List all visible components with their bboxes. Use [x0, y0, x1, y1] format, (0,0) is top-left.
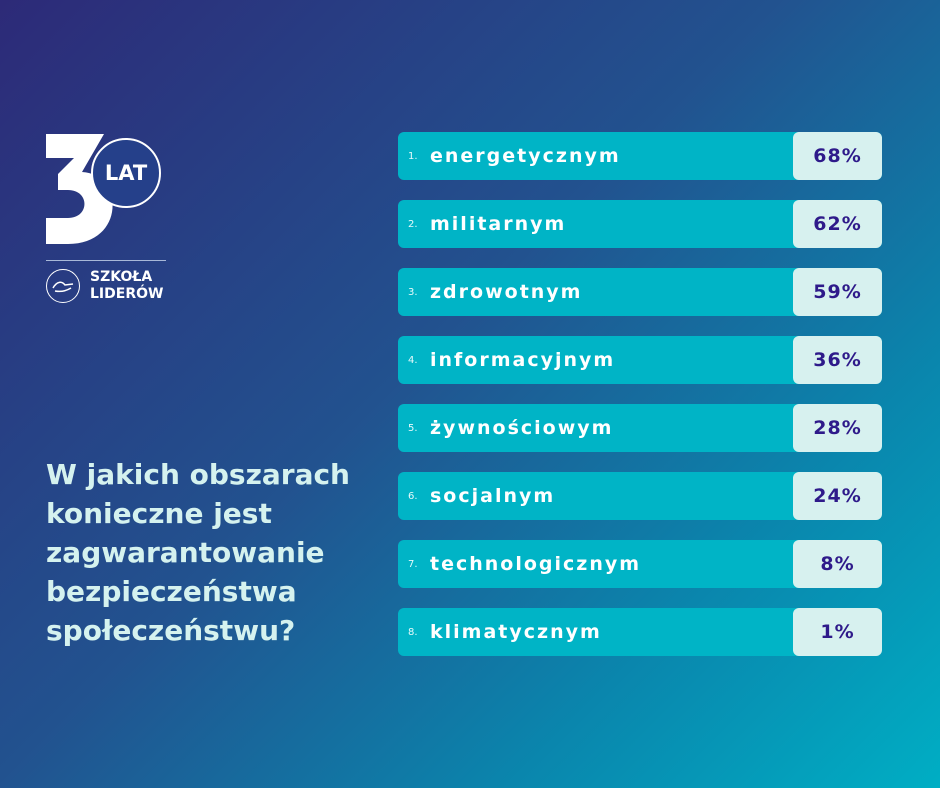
rank-number: 1.	[408, 150, 418, 162]
ranking-row: 6. socjalnym 24%	[398, 472, 882, 520]
hands-emblem-icon	[46, 269, 80, 303]
logo-30-lat: LAT SZKOŁA LIDERÓW	[46, 132, 171, 312]
percent-value: 68%	[793, 132, 882, 180]
ranking-row: 8. klimatycznym 1%	[398, 608, 882, 656]
category-label: technologicznym	[430, 553, 642, 575]
school-line-2: LIDERÓW	[90, 286, 164, 302]
ranking-row: 7. technologicznym 8%	[398, 540, 882, 588]
logo-badge: LAT	[91, 138, 161, 208]
ranking-row: 4. informacyjnym 36%	[398, 336, 882, 384]
rank-number: 4.	[408, 354, 418, 366]
rank-number: 3.	[408, 286, 418, 298]
school-name: SZKOŁA LIDERÓW	[46, 269, 163, 303]
rank-number: 7.	[408, 558, 418, 570]
category-label: informacyjnym	[430, 349, 616, 371]
category-label: żywnościowym	[430, 417, 614, 439]
school-line-1: SZKOŁA	[90, 269, 153, 285]
logo-divider	[46, 260, 166, 261]
percent-value: 1%	[793, 608, 882, 656]
category-label: zdrowotnym	[430, 281, 583, 303]
question-heading: W jakich obszarach konieczne jest zagwar…	[46, 458, 350, 647]
ranking-row: 1. energetycznym 68%	[398, 132, 882, 180]
category-label: energetycznym	[430, 145, 621, 167]
category-label: socjalnym	[430, 485, 556, 507]
category-label: militarnym	[430, 213, 567, 235]
percent-value: 36%	[793, 336, 882, 384]
ranking-row: 3. zdrowotnym 59%	[398, 268, 882, 316]
rank-number: 2.	[408, 218, 418, 230]
percent-value: 62%	[793, 200, 882, 248]
rank-number: 8.	[408, 626, 418, 638]
ranking-row: 2. militarnym 62%	[398, 200, 882, 248]
percent-value: 59%	[793, 268, 882, 316]
rank-number: 5.	[408, 422, 418, 434]
percent-value: 28%	[793, 404, 882, 452]
percent-value: 8%	[793, 540, 882, 588]
logo-number-3-icon	[46, 134, 113, 244]
rank-number: 6.	[408, 490, 418, 502]
category-label: klimatycznym	[430, 621, 602, 643]
ranking-row: 5. żywnościowym 28%	[398, 404, 882, 452]
percent-value: 24%	[793, 472, 882, 520]
